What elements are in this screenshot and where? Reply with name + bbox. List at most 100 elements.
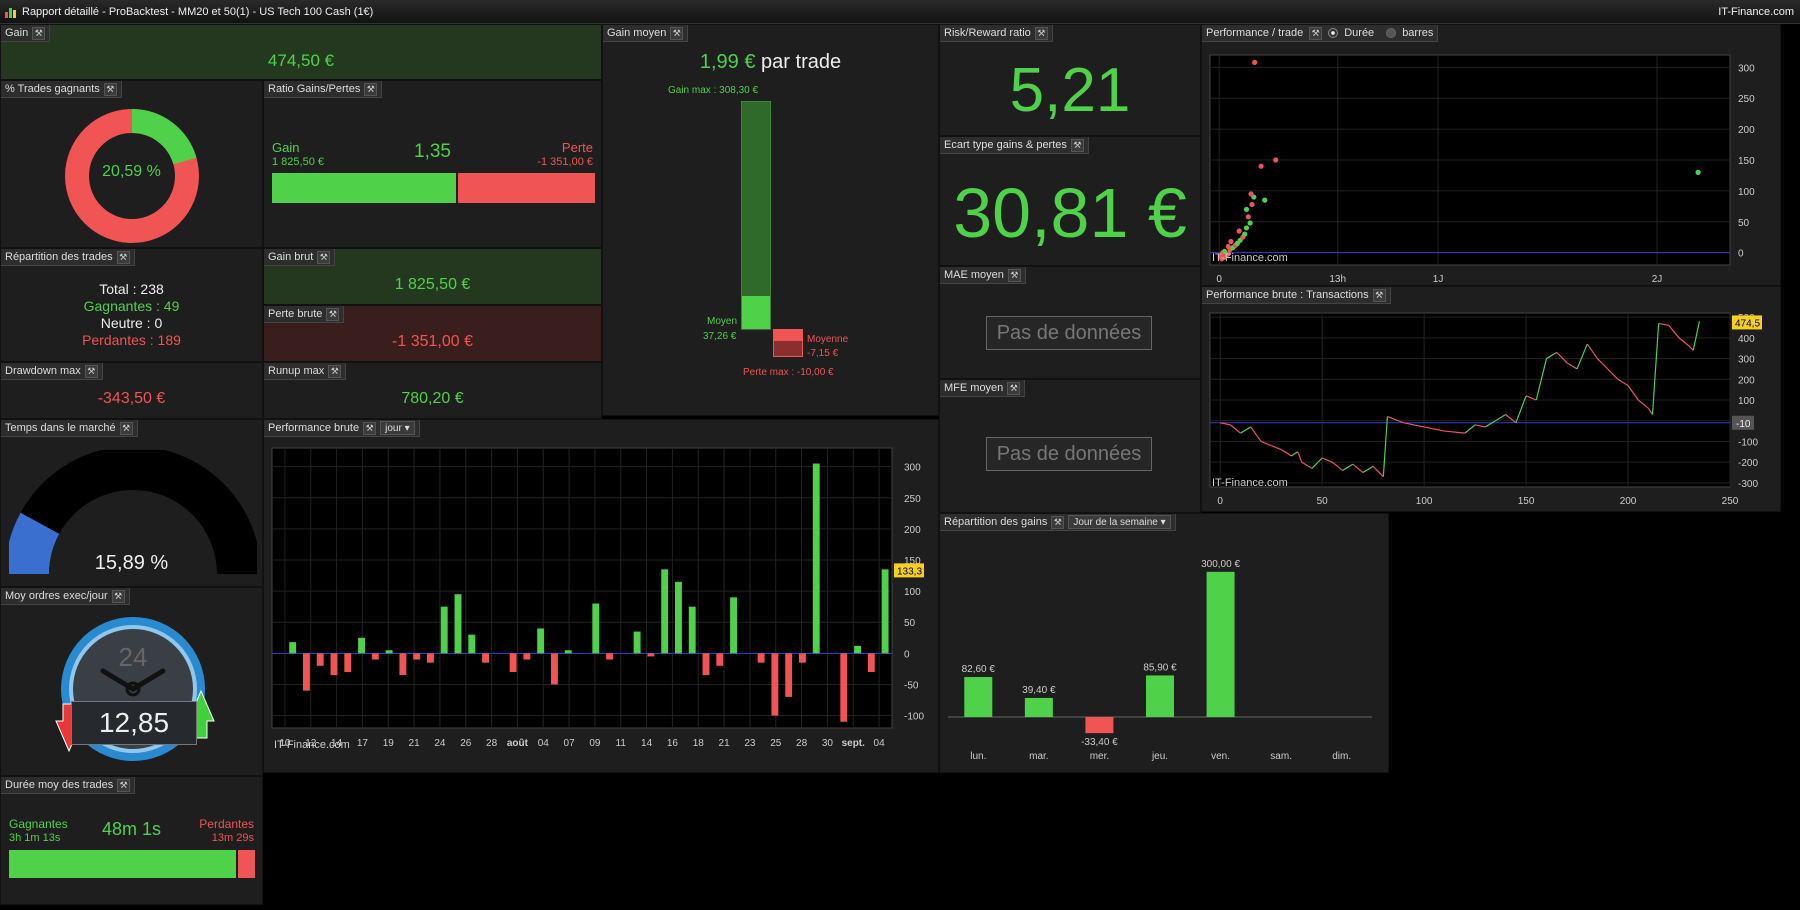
y-tick-label: 50: [904, 618, 916, 629]
weekday-bar: [1085, 717, 1114, 734]
y-tick-label: -100: [904, 712, 924, 723]
equity-segment: [1321, 457, 1333, 463]
equity-segment: [1291, 451, 1299, 457]
clock-number: 24: [119, 642, 148, 672]
gauge-fill: [9, 512, 60, 575]
panel-repartition: Répartition des trades ⚒ Total : 238 Gagn…: [0, 248, 263, 362]
moyen-value: 37,26 €: [703, 331, 737, 342]
wrench-icon[interactable]: ⚒: [119, 421, 133, 435]
x-tick-label: 19: [383, 738, 395, 749]
wrench-icon[interactable]: ⚒: [363, 421, 377, 435]
wrench-icon[interactable]: ⚒: [1372, 288, 1386, 302]
y-tick-label: 0: [1738, 249, 1744, 260]
wrench-icon[interactable]: ⚒: [1007, 268, 1021, 282]
period-dropdown[interactable]: jour ▾: [380, 421, 415, 435]
ratio-loss-label: Perte: [561, 140, 593, 155]
x-tick-label: 17: [357, 738, 369, 749]
panel-header: Gain ⚒: [1, 25, 51, 42]
x-tick-label: 14: [641, 738, 653, 749]
weekday-dropdown[interactable]: Jour de la semaine ▾: [1068, 515, 1171, 529]
duree-perdantes-value: 13m 29s: [211, 832, 254, 844]
duree-perdantes-label: Perdantes: [199, 817, 254, 831]
repartition-gagnantes: Gagnantes : 49: [83, 298, 180, 314]
x-tick-label: 21: [719, 738, 731, 749]
wrench-icon[interactable]: ⚒: [364, 82, 378, 96]
wrench-icon[interactable]: ⚒: [111, 589, 125, 603]
daily-bar: [647, 653, 655, 657]
wrench-icon[interactable]: ⚒: [1034, 26, 1048, 40]
scatter-point: [1225, 251, 1231, 257]
panel-perf-trade: Performance / trade ⚒ Durée barres 300 250…: [1201, 24, 1781, 286]
y-tick-label: 300: [1738, 63, 1755, 74]
moyen-label: Moyen: [707, 316, 738, 327]
weekday-bar: [964, 677, 993, 717]
daily-bar: [358, 637, 365, 654]
wrench-icon[interactable]: ⚒: [103, 82, 117, 96]
duree-bar: [9, 850, 255, 878]
wrench-icon[interactable]: ⚒: [670, 26, 684, 40]
ratio-gain-value: 1 825,50 €: [272, 156, 324, 168]
equity-segment: [1444, 430, 1465, 434]
equity-segment: [1387, 416, 1404, 424]
wrench-icon[interactable]: ⚒: [317, 250, 331, 264]
daily-bar: [316, 653, 324, 666]
x-tick-label: 28: [486, 738, 498, 749]
weekday-bar-chart: 82,60 € lun. 39,40 € mar. -33,40 € mer. 85,90 …: [948, 559, 1372, 762]
wrench-icon[interactable]: ⚒: [32, 26, 46, 40]
scatter-point: [1258, 163, 1264, 169]
x-tick-label: 24: [434, 738, 446, 749]
scatter-point: [1225, 243, 1231, 250]
clock-icon: 24: [55, 617, 215, 761]
wrench-icon[interactable]: ⚒: [84, 364, 98, 378]
weekday-bar: [1024, 697, 1053, 717]
chevron-down-icon: ▾: [1160, 516, 1166, 528]
daily-bar: [427, 653, 434, 663]
panel-title: Ratio Gains/Pertes: [268, 82, 361, 95]
runup-value: 780,20 €: [401, 390, 464, 407]
duree-gagnantes-value: 3h 1m 13s: [9, 832, 61, 844]
equity-segment: [1495, 413, 1506, 422]
daily-bar: [702, 653, 710, 676]
panel-title: Perte brute: [268, 307, 323, 320]
daily-bar: [440, 606, 448, 654]
panel-ecart-type: Ecart type gains & pertes ⚒ 30,81 €: [939, 136, 1201, 266]
panel-mae: MAE moyen ⚒ Pas de données: [939, 266, 1201, 379]
zero-line: [741, 329, 771, 330]
x-tick-label: dim.: [1332, 751, 1351, 762]
equity-segment: [1372, 465, 1384, 478]
daily-bar: [675, 581, 682, 654]
wrench-icon[interactable]: ⚒: [116, 250, 130, 264]
equity-segment: [1597, 358, 1609, 370]
panel-header: Performance brute : Transactions ⚒: [1202, 287, 1391, 304]
daily-bar-chart: 300 250 200 150 100 50 0 -50 -100 10 12 14 17 19 21 24 2…: [271, 447, 924, 749]
duree-value: 48m 1s: [101, 819, 162, 839]
radio-barres[interactable]: [1386, 28, 1397, 38]
bar-value-label: 39,40 €: [1022, 685, 1056, 696]
wrench-icon[interactable]: ⚒: [1007, 381, 1021, 395]
panel-header: Moy ordres exec/jour ⚒: [1, 588, 130, 605]
wrench-icon[interactable]: ⚒: [1051, 515, 1065, 529]
moyenne-value: -7,15 €: [807, 348, 839, 359]
weekday-bar: [1206, 571, 1235, 717]
panel-title: Gain: [5, 26, 29, 39]
x-tick-label: 1J: [1433, 274, 1444, 285]
equity-segment: [1250, 426, 1262, 442]
value-badge-label: 133,3: [897, 566, 922, 577]
equity-segment: [1647, 407, 1654, 415]
radio-duree[interactable]: [1328, 28, 1339, 38]
wrench-icon[interactable]: ⚒: [1309, 26, 1323, 40]
equity-segment: [1423, 426, 1445, 432]
equity-segment: [1617, 378, 1629, 387]
x-tick-label: 21: [409, 738, 421, 749]
panel-header: Ecart type gains & pertes ⚒: [940, 137, 1089, 154]
daily-bar: [344, 653, 352, 672]
wrench-icon[interactable]: ⚒: [117, 778, 131, 792]
panel-title: MAE moyen: [944, 268, 1004, 281]
radio-barres-label[interactable]: barres: [1402, 26, 1434, 39]
wrench-icon[interactable]: ⚒: [328, 364, 342, 378]
radio-duree-label[interactable]: Durée: [1344, 26, 1375, 39]
wrench-icon[interactable]: ⚒: [1070, 138, 1084, 152]
wrench-icon[interactable]: ⚒: [326, 307, 340, 321]
plot-area: [271, 447, 893, 729]
bar-value-label: -33,40 €: [1081, 737, 1118, 748]
